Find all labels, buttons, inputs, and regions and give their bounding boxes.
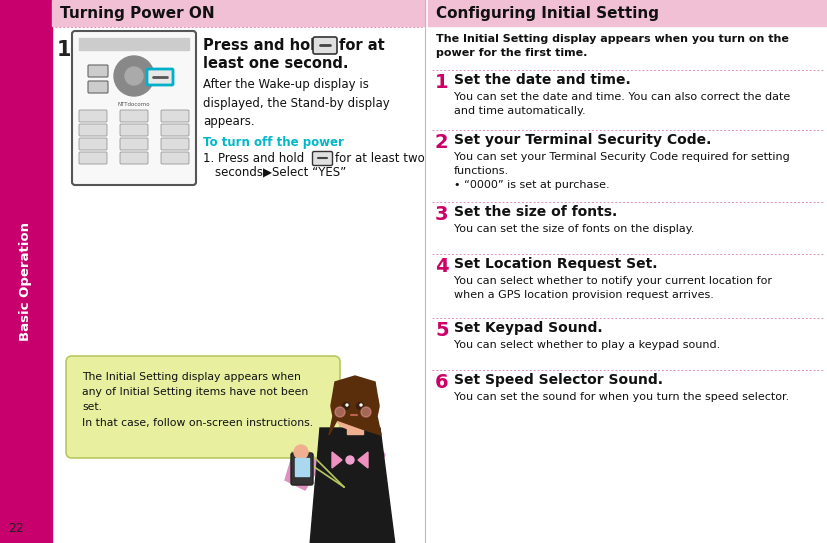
FancyBboxPatch shape [161,152,189,164]
Text: After the Wake-up display is
displayed, the Stand-by display
appears.: After the Wake-up display is displayed, … [203,78,390,128]
FancyBboxPatch shape [291,453,313,485]
Text: The Initial Setting display appears when
any of Initial Setting items have not b: The Initial Setting display appears when… [82,372,313,427]
Text: 5: 5 [435,321,448,340]
Text: Set your Terminal Security Code.: Set your Terminal Security Code. [454,133,711,147]
Text: 4: 4 [435,257,448,276]
Circle shape [356,402,364,409]
Circle shape [294,445,308,459]
Bar [347,418,363,434]
Text: 1: 1 [435,73,448,92]
Text: 2: 2 [435,133,448,152]
Circle shape [361,407,371,417]
Polygon shape [292,452,344,487]
FancyBboxPatch shape [66,356,340,458]
Polygon shape [329,376,381,435]
FancyBboxPatch shape [72,31,196,185]
FancyBboxPatch shape [161,110,189,122]
Circle shape [114,56,154,96]
Text: The Initial Setting display appears when you turn on the
power for the first tim: The Initial Setting display appears when… [436,34,789,58]
Text: seconds▶Select “YES”: seconds▶Select “YES” [215,166,347,179]
Circle shape [335,407,345,417]
Text: 22: 22 [8,522,24,535]
Text: You can set the sound for when you turn the speed selector.: You can set the sound for when you turn … [454,392,789,402]
Text: Configuring Initial Setting: Configuring Initial Setting [436,6,659,21]
Bar [52,0,425,26]
FancyBboxPatch shape [79,110,107,122]
Text: To turn off the power: To turn off the power [203,136,344,149]
Polygon shape [310,428,395,543]
Circle shape [360,404,362,406]
FancyBboxPatch shape [161,124,189,136]
FancyBboxPatch shape [79,152,107,164]
FancyBboxPatch shape [313,37,337,54]
Circle shape [342,402,350,409]
Text: NTTdocomo: NTTdocomo [117,102,151,106]
Text: 3: 3 [435,205,448,224]
Text: 1. Press and hold: 1. Press and hold [203,152,304,165]
Bar [295,458,309,476]
FancyBboxPatch shape [161,138,189,150]
Text: 1: 1 [57,40,71,60]
Text: You can set the size of fonts on the display.: You can set the size of fonts on the dis… [454,224,695,234]
Circle shape [346,404,348,406]
Text: Set Speed Selector Sound.: Set Speed Selector Sound. [454,373,663,387]
Polygon shape [285,430,335,490]
FancyBboxPatch shape [120,152,148,164]
Text: You can set the date and time. You can also correct the date
and time automatica: You can set the date and time. You can a… [454,92,791,116]
FancyBboxPatch shape [120,110,148,122]
Text: You can set your Terminal Security Code required for setting
functions.
• “0000”: You can set your Terminal Security Code … [454,152,790,190]
Text: least one second.: least one second. [203,56,348,71]
Circle shape [331,382,379,430]
Text: for at: for at [339,38,385,53]
FancyBboxPatch shape [120,138,148,150]
Polygon shape [332,452,342,468]
FancyBboxPatch shape [88,81,108,93]
FancyBboxPatch shape [147,69,173,85]
FancyBboxPatch shape [88,65,108,77]
FancyBboxPatch shape [313,151,332,166]
Text: Set the size of fonts.: Set the size of fonts. [454,205,617,219]
FancyBboxPatch shape [79,138,107,150]
Bar [79,38,189,50]
Text: Basic Operation: Basic Operation [20,222,32,341]
FancyBboxPatch shape [120,124,148,136]
FancyBboxPatch shape [79,124,107,136]
Polygon shape [355,430,385,475]
Circle shape [125,67,143,85]
Text: Turning Power ON: Turning Power ON [60,6,215,21]
Text: Set Keypad Sound.: Set Keypad Sound. [454,321,603,335]
Polygon shape [358,452,368,468]
Text: Set Location Request Set.: Set Location Request Set. [454,257,657,271]
Bar [428,0,827,26]
Text: Press and hold: Press and hold [203,38,326,53]
Text: You can select whether to play a keypad sound.: You can select whether to play a keypad … [454,340,720,350]
Text: 6: 6 [435,373,448,392]
Bar [0,0,52,543]
Circle shape [346,456,354,464]
Text: Set the date and time.: Set the date and time. [454,73,631,87]
Text: You can select whether to notify your current location for
when a GPS location p: You can select whether to notify your cu… [454,276,772,300]
Text: for at least two: for at least two [335,152,425,165]
